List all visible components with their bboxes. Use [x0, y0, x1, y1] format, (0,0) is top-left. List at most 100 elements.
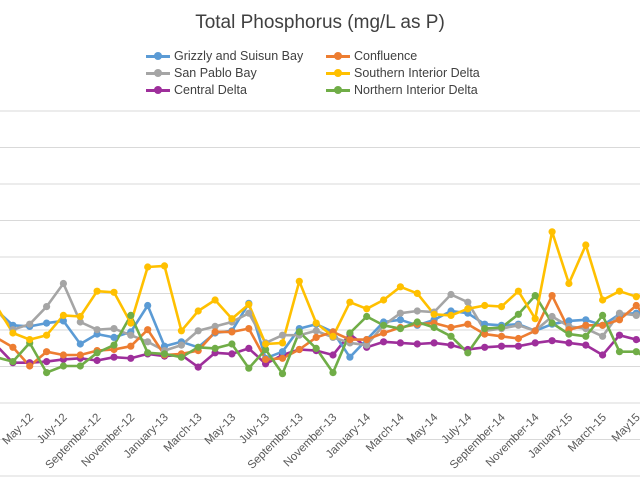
data-point: [110, 353, 118, 361]
data-point: [177, 341, 185, 349]
data-point: [396, 283, 404, 291]
data-point: [312, 319, 320, 327]
legend-label: San Pablo Bay: [174, 66, 257, 80]
data-point: [380, 296, 388, 304]
legend-label: Grizzly and Suisun Bay: [174, 49, 304, 63]
data-point: [43, 348, 51, 356]
data-point: [245, 309, 253, 317]
data-point: [346, 298, 354, 306]
data-point: [93, 356, 101, 365]
data-point: [380, 321, 388, 329]
data-point: [346, 329, 354, 337]
x-axis-tick-labels: May-12July-12September-12November-12Janu…: [1, 411, 640, 471]
gridlines: [0, 110, 640, 477]
data-point: [531, 315, 539, 323]
data-point: [481, 343, 489, 351]
data-point: [548, 312, 556, 321]
data-point: [144, 326, 152, 334]
data-point: [599, 332, 607, 340]
data-point: [514, 310, 523, 318]
data-point: [346, 336, 354, 344]
data-point: [481, 301, 489, 310]
data-point: [447, 341, 455, 349]
data-point: [76, 351, 84, 359]
data-point: [110, 333, 118, 341]
x-tick-label: May-13: [203, 412, 239, 448]
data-point: [430, 323, 438, 332]
data-point: [93, 349, 101, 357]
data-point: [497, 342, 506, 350]
data-point: [76, 312, 84, 321]
data-point: [43, 303, 51, 311]
data-point: [245, 364, 253, 372]
data-point: [464, 298, 472, 306]
data-point: [312, 327, 320, 335]
data-point: [93, 287, 101, 295]
data-point: [76, 318, 84, 326]
data-point: [396, 309, 404, 317]
data-point: [363, 336, 371, 344]
data-point: [599, 311, 607, 319]
data-point: [413, 318, 421, 326]
data-point: [413, 340, 421, 348]
data-point: [262, 340, 270, 348]
data-point: [26, 320, 34, 328]
data-point: [211, 296, 219, 304]
data-point: [312, 344, 320, 352]
data-point: [93, 326, 101, 334]
data-point: [295, 328, 303, 336]
legend-marker: [154, 86, 162, 94]
data-point: [144, 301, 152, 310]
data-point: [278, 339, 287, 347]
data-point: [110, 288, 118, 296]
data-point: [582, 332, 590, 340]
data-point: [514, 287, 523, 295]
data-point: [565, 317, 573, 325]
data-point: [211, 344, 219, 352]
data-point: [615, 348, 624, 356]
data-point: [160, 262, 169, 270]
chart-title: Total Phosphorus (mg/L as P): [195, 12, 445, 33]
x-tick-label: May-12: [1, 412, 37, 448]
data-point: [346, 353, 354, 361]
data-point: [228, 328, 236, 336]
data-point: [177, 327, 185, 335]
data-point: [430, 339, 438, 347]
legend-marker: [154, 52, 162, 60]
data-point: [194, 327, 202, 335]
data-point: [615, 287, 624, 295]
data-point: [582, 316, 590, 324]
legend-label: Southern Interior Delta: [354, 66, 480, 80]
data-point: [548, 319, 556, 327]
legend-marker: [334, 52, 342, 60]
data-point: [59, 362, 67, 370]
data-point: [464, 349, 472, 357]
data-point: [177, 353, 185, 361]
data-point: [26, 362, 34, 370]
data-point: [615, 309, 624, 317]
data-point: [262, 345, 270, 354]
data-point: [481, 325, 489, 333]
data-point: [43, 331, 51, 339]
data-point: [278, 370, 287, 378]
data-point: [329, 369, 337, 377]
data-point: [363, 341, 371, 349]
data-point: [144, 263, 152, 271]
data-point: [599, 296, 607, 304]
data-point: [144, 338, 152, 346]
legend-marker: [334, 69, 342, 77]
series-points: [9, 228, 640, 378]
data-point: [548, 337, 556, 345]
data-point: [615, 331, 624, 339]
data-point: [497, 332, 506, 340]
data-point: [228, 340, 236, 348]
data-point: [127, 342, 135, 350]
data-point: [582, 241, 590, 249]
data-point: [565, 330, 573, 338]
data-point: [329, 332, 337, 340]
data-point: [43, 369, 51, 377]
data-point: [481, 330, 489, 338]
data-point: [278, 354, 287, 362]
data-point: [565, 339, 573, 347]
legend-marker: [334, 86, 342, 94]
